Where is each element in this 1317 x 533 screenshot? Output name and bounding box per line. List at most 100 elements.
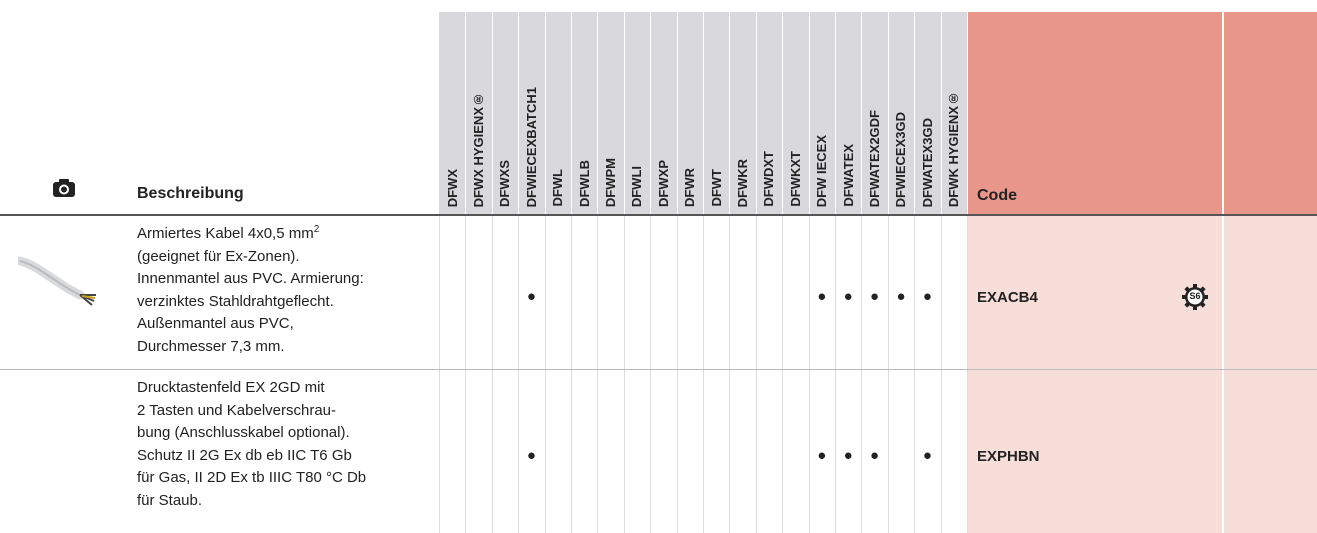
column-divider xyxy=(729,215,731,533)
description-line: Außenmantel aus PVC, xyxy=(137,315,294,332)
column-divider xyxy=(491,12,493,215)
column-divider xyxy=(755,12,757,215)
column-divider xyxy=(597,12,599,215)
availability-dot: ● xyxy=(896,288,906,305)
variant-header: DFW IECEX xyxy=(809,12,835,207)
column-divider xyxy=(835,12,836,215)
description-line: Drucktastenfeld EX 2GD mit xyxy=(137,379,325,396)
column-divider xyxy=(439,215,440,533)
column-divider xyxy=(597,215,599,533)
description-line: Schutz II 2G Ex db eb IIC T6 Gb xyxy=(137,446,352,464)
variant-header: DFWXS xyxy=(492,12,518,207)
variant-label: DFW IECEX xyxy=(814,134,830,207)
variant-label: DFWIECEXBATCH1 xyxy=(523,86,539,207)
variant-label: DFWLB xyxy=(576,160,592,207)
variant-label: DFWPM xyxy=(603,157,619,207)
column-divider xyxy=(518,12,520,215)
availability-dot: ● xyxy=(922,288,932,305)
description-line: 2 Tasten und Kabelverschrau- xyxy=(137,401,337,419)
variant-header: DFWPM xyxy=(597,12,623,207)
description-line: Armiertes Kabel 4x0,5 mm2 xyxy=(137,224,320,243)
availability-dot: ● xyxy=(922,447,932,464)
variant-header: DFWIECEX3GD xyxy=(888,12,914,207)
product-code: EXACB4 xyxy=(977,289,1038,306)
variant-label: DFWLI xyxy=(629,165,645,207)
column-divider xyxy=(914,12,916,215)
column-divider xyxy=(703,215,704,533)
description: Armiertes Kabel 4x0,5 mm2 (geeignet für E… xyxy=(137,223,437,358)
variant-header: DFWXP xyxy=(650,12,676,207)
code-header: Code xyxy=(977,187,1017,204)
column-divider xyxy=(808,12,810,215)
availability-dot: ● xyxy=(843,288,853,305)
column-divider xyxy=(465,215,467,533)
variant-header: DFWK HYGIENX® xyxy=(941,12,967,207)
column-divider xyxy=(940,215,942,533)
variant-header: DFWR xyxy=(677,12,703,207)
variant-header: DFWKXT xyxy=(782,12,808,207)
column-divider xyxy=(676,215,678,533)
column-divider xyxy=(755,215,757,533)
column-divider xyxy=(518,215,520,533)
column-divider xyxy=(887,215,889,533)
row-rule xyxy=(0,369,1317,370)
variant-header: DFWKR xyxy=(729,12,755,207)
column-divider xyxy=(465,12,467,215)
variant-header: DFWIECEXBATCH1 xyxy=(518,12,544,207)
availability-dot: ● xyxy=(526,288,536,305)
variant-label: DFWXP xyxy=(655,160,671,207)
code-body-bg xyxy=(967,215,1317,533)
variant-label: DFWKR xyxy=(735,158,751,207)
variant-header: DFWL xyxy=(545,12,571,207)
variant-header: DFWX xyxy=(439,12,465,207)
column-divider xyxy=(650,215,652,533)
availability-dot: ● xyxy=(870,288,880,305)
description-line: (geeignet für Ex-Zonen). xyxy=(137,247,300,265)
description: Drucktastenfeld EX 2GD mit 2 Tasten und K… xyxy=(137,377,437,512)
column-divider xyxy=(544,12,546,215)
column-divider xyxy=(729,12,731,215)
column-divider xyxy=(967,12,968,215)
product-code: EXPHBN xyxy=(977,448,1040,465)
variant-label: DFWKXT xyxy=(787,151,803,207)
column-divider xyxy=(623,215,625,533)
availability-dot: ● xyxy=(817,288,827,305)
availability-dot: ● xyxy=(870,447,880,464)
description-line: Innenmantel aus PVC. Armierung: xyxy=(137,270,364,287)
column-divider xyxy=(808,215,810,533)
column-divider xyxy=(703,12,704,215)
description-line: Durchmesser 7,3 mm. xyxy=(137,337,285,355)
variant-label: DFWIECEX3GD xyxy=(893,111,909,207)
variant-header: DFWLB xyxy=(571,12,597,207)
code-header-bg xyxy=(967,12,1317,215)
superscript: 2 xyxy=(313,224,320,235)
column-divider xyxy=(967,215,968,533)
column-divider xyxy=(835,215,836,533)
variant-label: DFWATEX2GDF xyxy=(867,109,883,207)
variant-label: DFWT xyxy=(708,169,724,207)
column-divider xyxy=(1222,12,1224,533)
availability-dot: ● xyxy=(817,447,827,464)
variant-label: DFWATEX3GD xyxy=(919,117,935,207)
availability-dot: ● xyxy=(843,447,853,464)
variant-header: DFWDXT xyxy=(756,12,782,207)
column-divider xyxy=(650,12,652,215)
variant-label: DFWR xyxy=(682,168,698,207)
variant-label: DFWK HYGIENX® xyxy=(946,90,962,207)
cable-photo xyxy=(18,256,96,306)
badge: S6 xyxy=(1182,284,1208,310)
description-line: für Staub. xyxy=(137,491,203,509)
column-divider xyxy=(571,215,572,533)
variant-header: DFWLI xyxy=(624,12,650,207)
variant-label: DFWXS xyxy=(497,160,513,207)
availability-dot: ● xyxy=(526,447,536,464)
column-divider xyxy=(861,215,863,533)
column-divider xyxy=(782,12,784,215)
camera-icon xyxy=(53,179,75,197)
column-divider xyxy=(782,215,784,533)
variant-header: DFWX HYGIENX® xyxy=(465,12,491,207)
variant-label: DFWX xyxy=(444,168,460,207)
column-divider xyxy=(571,12,572,215)
column-divider xyxy=(940,12,942,215)
column-divider xyxy=(676,12,678,215)
